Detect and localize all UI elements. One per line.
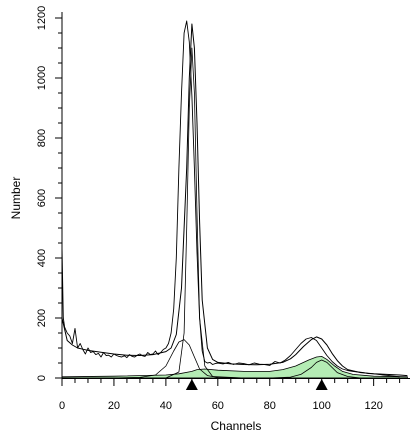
- x-axis: 0 20 40 60 80 100 120: [59, 378, 410, 412]
- series-1-fit-line: [61, 23, 408, 377]
- channel-marker-triangle: [185, 379, 198, 390]
- x-tick-label: 0: [59, 400, 65, 412]
- y-tick-label: 0: [36, 375, 48, 381]
- y-tick-label: 200: [36, 309, 48, 327]
- x-tick-label: 20: [108, 400, 120, 412]
- series-4-filled-component: [61, 355, 408, 379]
- y-axis: 0 200 400 600 800 1000 1200: [36, 6, 63, 381]
- y-tick-label: 1200: [36, 6, 48, 30]
- channel-marker-triangle: [315, 379, 328, 390]
- plot-area: [61, 20, 408, 379]
- y-tick-label: 800: [36, 129, 48, 147]
- y-tick-label: 400: [36, 249, 48, 267]
- x-tick-label: 40: [160, 400, 172, 412]
- y-tick-label: 1000: [36, 66, 48, 90]
- channel-markers: [185, 379, 328, 390]
- series-0-histogram-line: [61, 20, 400, 378]
- series-5-component-line: [62, 359, 361, 379]
- x-axis-title: Channels: [211, 419, 262, 433]
- series-3-component-line: [62, 47, 244, 379]
- y-axis-title: Number: [9, 177, 23, 220]
- x-tick-label: 100: [313, 400, 331, 412]
- y-tick-label: 600: [36, 189, 48, 207]
- x-tick-label: 80: [264, 400, 276, 412]
- x-tick-label: 120: [364, 400, 382, 412]
- x-tick-label: 60: [212, 400, 224, 412]
